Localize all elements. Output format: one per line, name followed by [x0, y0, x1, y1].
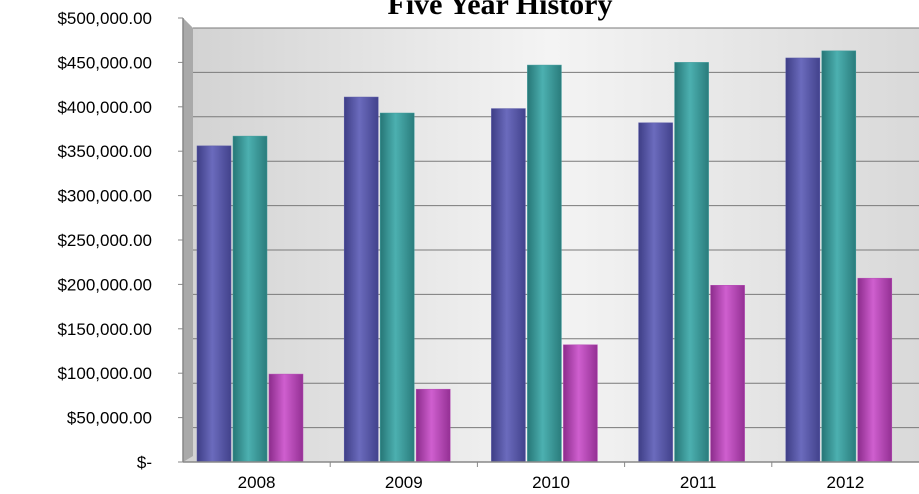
- x-tick-label: 2009: [385, 473, 423, 492]
- bars: [196, 50, 893, 463]
- axis-labels: $- $50,000.00 $100,000.00 $150,000.00 $200,0…: [57, 9, 864, 492]
- chart-title: Five Year History: [388, 0, 613, 21]
- bar-series-3-2010: [563, 344, 598, 463]
- bar-series-2-2012: [821, 50, 857, 463]
- y-tick-label: $150,000.00: [57, 320, 152, 339]
- bar-series-1-2009: [343, 96, 379, 463]
- bar-series-2-2011: [674, 62, 709, 463]
- y-tick-label: $300,000.00: [57, 187, 152, 206]
- y-tick-label: $250,000.00: [57, 231, 152, 250]
- y-tick-label: $-: [137, 453, 152, 472]
- y-tick-label: $450,000.00: [57, 53, 152, 72]
- y-tick-label: $400,000.00: [57, 98, 152, 117]
- bar-series-1-2012: [785, 57, 821, 463]
- bar-series-2-2009: [379, 112, 415, 463]
- bar-series-1-2010: [491, 108, 526, 463]
- bar-series-1-2011: [638, 122, 673, 463]
- plot-side-wall: [183, 18, 193, 462]
- bar-series-3-2009: [415, 388, 451, 463]
- bar-series-3-2011: [710, 285, 745, 463]
- bar-series-2-2008: [232, 135, 268, 463]
- bar-series-3-2012: [857, 277, 893, 463]
- x-tick-label: 2012: [826, 473, 864, 492]
- y-tick-label: $350,000.00: [57, 142, 152, 161]
- x-tick-label: 2010: [532, 473, 570, 492]
- y-tick-label: $50,000.00: [67, 409, 152, 428]
- x-tick-label: 2008: [238, 473, 276, 492]
- bar-series-1-2008: [196, 145, 232, 463]
- x-tick-label: 2011: [680, 473, 717, 492]
- bar-series-3-2008: [268, 373, 304, 463]
- bar-series-2-2010: [527, 64, 562, 463]
- y-tick-label: $100,000.00: [57, 364, 152, 383]
- y-tick-label: $500,000.00: [57, 9, 152, 28]
- y-tick-label: $200,000.00: [57, 275, 152, 294]
